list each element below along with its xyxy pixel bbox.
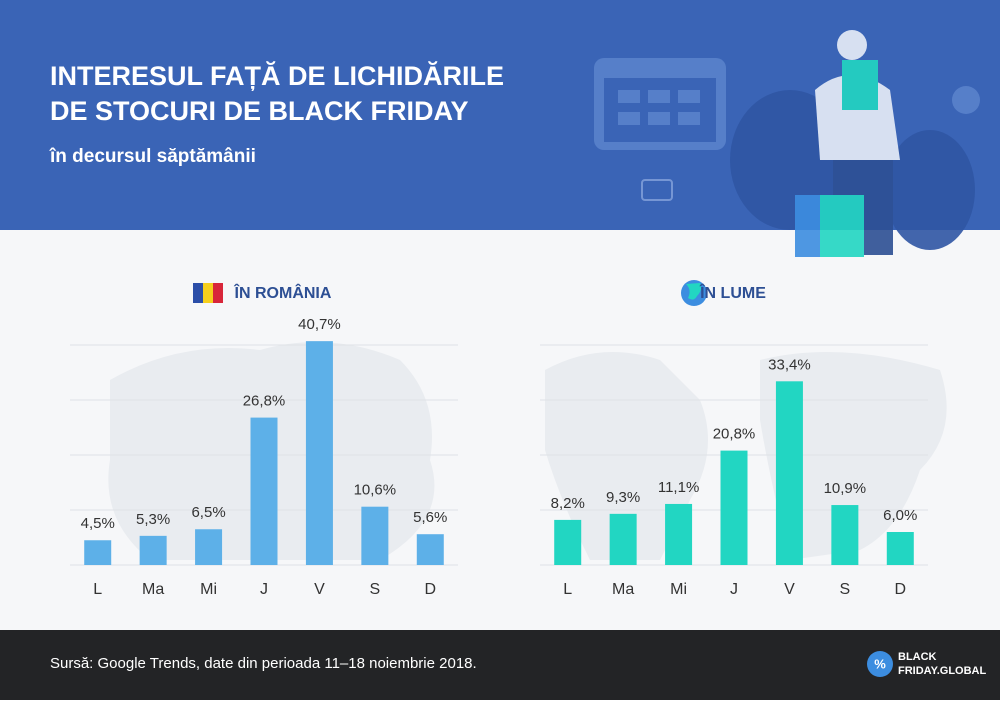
bar xyxy=(775,381,803,565)
logo-text: FRIDAY.GLOBAL xyxy=(898,665,986,677)
x-tick-label: J xyxy=(730,581,738,598)
value-label: 10,9% xyxy=(824,480,867,497)
bar xyxy=(195,529,223,565)
chart-title: ÎN ROMÂNIA xyxy=(234,283,332,302)
logo-text: BLACK xyxy=(898,651,937,663)
bar xyxy=(139,535,167,565)
bar xyxy=(609,513,637,565)
logo: % BLACK FRIDAY.GLOBAL xyxy=(867,651,986,677)
value-label: 8,2% xyxy=(551,495,585,512)
x-tick-label: V xyxy=(784,581,795,598)
value-label: 10,6% xyxy=(354,482,397,499)
bar xyxy=(554,519,582,565)
flag-icon xyxy=(193,283,223,303)
x-tick-label: D xyxy=(425,581,437,598)
x-tick-label: V xyxy=(314,581,325,598)
x-tick-label: L xyxy=(93,581,102,598)
chart-title: ÎN LUME xyxy=(699,283,766,302)
value-label: 40,7% xyxy=(298,316,341,333)
bar xyxy=(305,341,333,565)
x-tick-label: Mi xyxy=(670,581,687,598)
bar xyxy=(361,506,389,565)
value-label: 33,4% xyxy=(768,356,811,373)
value-label: 6,5% xyxy=(191,504,225,521)
bar xyxy=(84,540,112,565)
subtitle: în decursul săptămânii xyxy=(49,146,256,167)
value-label: 5,3% xyxy=(136,511,170,528)
bar xyxy=(886,532,914,565)
x-tick-label: Mi xyxy=(200,581,217,598)
bar xyxy=(250,417,278,565)
x-tick-label: L xyxy=(563,581,572,598)
x-tick-label: Ma xyxy=(612,581,634,598)
bar xyxy=(720,450,748,565)
x-tick-label: S xyxy=(370,581,381,598)
x-tick-label: S xyxy=(840,581,851,598)
value-label: 11,1% xyxy=(658,479,699,496)
bar xyxy=(416,534,444,565)
bar xyxy=(831,505,859,565)
svg-text:%: % xyxy=(874,656,886,671)
x-tick-label: D xyxy=(895,581,907,598)
x-tick-label: J xyxy=(260,581,268,598)
globe-icon xyxy=(681,280,707,306)
value-label: 26,8% xyxy=(243,393,286,410)
x-tick-label: Ma xyxy=(142,581,164,598)
value-label: 5,6% xyxy=(413,509,447,526)
title-line: DE STOCURI DE BLACK FRIDAY xyxy=(50,96,469,126)
value-label: 4,5% xyxy=(81,515,115,532)
footer-bg xyxy=(0,630,1000,700)
value-label: 6,0% xyxy=(883,507,917,524)
bar xyxy=(665,503,693,565)
source-note: Sursă: Google Trends, date din perioada … xyxy=(50,655,477,672)
title-line: INTERESUL FAȚĂ DE LICHIDĂRILE xyxy=(50,60,504,91)
value-label: 20,8% xyxy=(713,426,756,443)
value-label: 9,3% xyxy=(606,489,640,506)
header-art xyxy=(594,30,980,257)
